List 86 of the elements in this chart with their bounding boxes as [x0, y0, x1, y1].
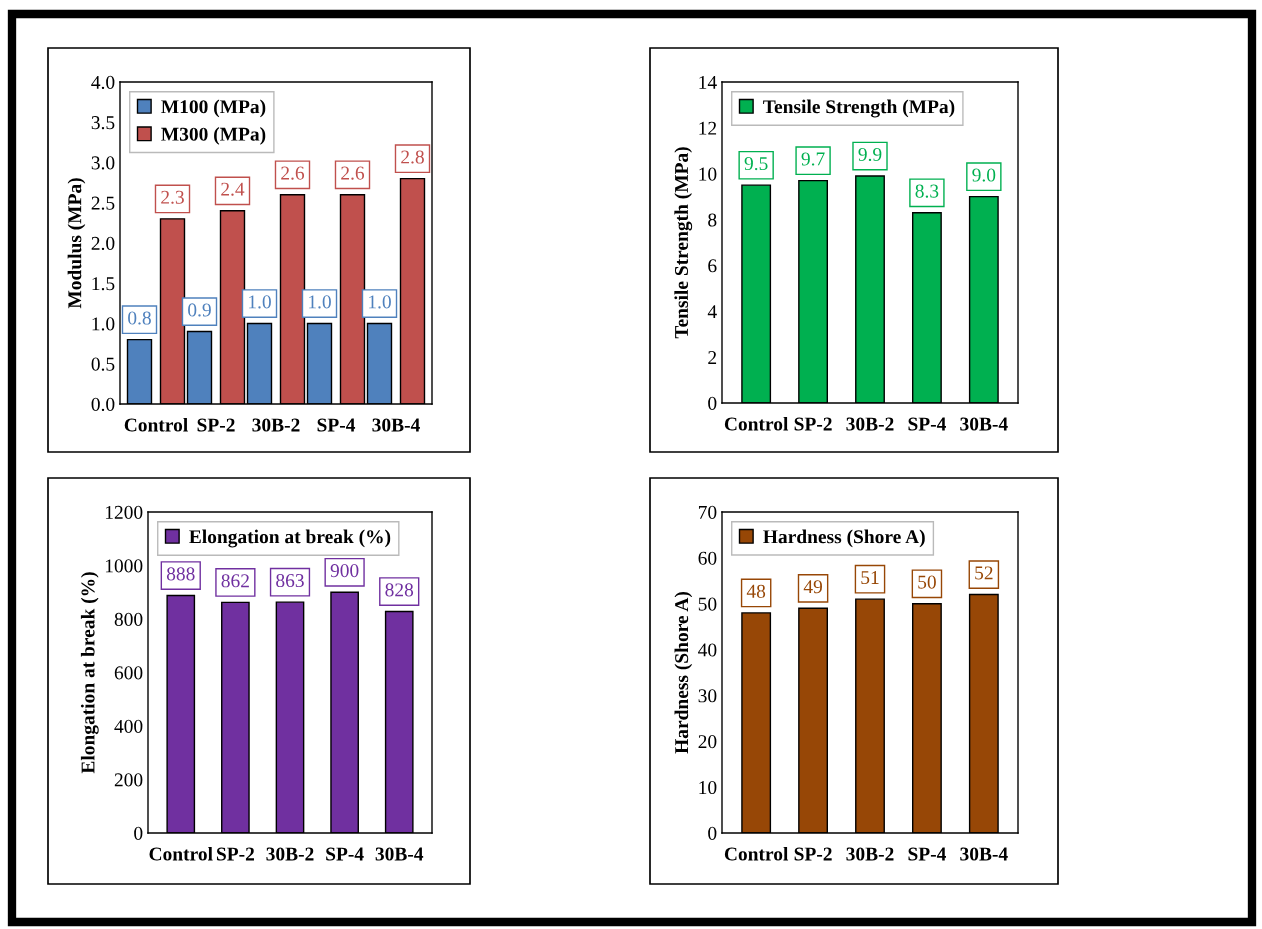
y-tick-label: 0.5 — [91, 357, 115, 371]
x-tick-label: 30B-4 — [960, 847, 1008, 861]
x-tick-label: SP-2 — [216, 847, 254, 861]
y-tick-label: 6 — [708, 259, 717, 273]
legend-label: Tensile Strength (MPa) — [763, 99, 955, 118]
y-tick-label: 40 — [698, 643, 717, 657]
y-tick-label: 1.5 — [92, 277, 115, 291]
data-label: 51 — [861, 571, 879, 585]
data-label: 1.0 — [249, 295, 271, 309]
data-label: 888 — [166, 567, 195, 581]
x-tick-label: SP-4 — [908, 847, 947, 861]
data-label: 48 — [746, 584, 766, 598]
data-label: 49 — [803, 580, 822, 594]
x-tick-label: 30B-2 — [846, 417, 894, 431]
data-label: 1.0 — [309, 295, 331, 309]
data-label: 863 — [276, 573, 304, 588]
y-tick-label: 1200 — [105, 505, 143, 519]
y-tick-label: 600 — [114, 666, 143, 680]
x-tick-label: Control — [149, 846, 213, 861]
data-label: 0.9 — [188, 303, 211, 317]
y-tick-label: 1000 — [105, 559, 143, 573]
x-tick-label: Control — [124, 417, 188, 432]
y-tick-label: 0.0 — [91, 397, 115, 412]
x-tick-label: SP-4 — [908, 417, 947, 431]
y-tick-label: 70 — [698, 505, 717, 519]
y-tick-label: 4 — [707, 305, 717, 319]
data-label: 1.0 — [369, 295, 391, 309]
x-tick-label: SP-2 — [197, 418, 235, 432]
y-tick-label: 12 — [699, 121, 717, 135]
y-tick-label: 3.5 — [91, 116, 115, 130]
x-tick-label: 30B-2 — [266, 847, 314, 861]
y-tick-label: 0 — [708, 396, 717, 410]
y-tick-label: 400 — [114, 719, 143, 733]
legend-label: M100 (MPa) — [161, 99, 266, 118]
data-label: 862 — [221, 574, 249, 588]
data-label: 8.3 — [915, 184, 939, 198]
y-tick-label: 800 — [114, 612, 143, 626]
x-tick-label: 30B-4 — [960, 417, 1008, 431]
data-label: 2.4 — [221, 182, 245, 196]
y-tick-label: 20 — [698, 735, 717, 749]
y-tick-label: 10 — [699, 167, 717, 181]
y-tick-label: 2.5 — [91, 196, 115, 210]
data-label: 2.6 — [281, 166, 305, 180]
x-tick-label: SP-2 — [794, 417, 832, 431]
x-tick-label: Control — [724, 416, 789, 431]
legend-label: M300 (MPa) — [161, 127, 266, 145]
y-axis-title: Hardness (Shore A) — [674, 591, 693, 754]
y-tick-label: 14 — [699, 75, 717, 89]
data-label: 2.3 — [161, 190, 184, 204]
data-label: 52 — [975, 566, 993, 580]
y-axis-title: Modulus (MPa) — [67, 178, 86, 309]
y-tick-label: 60 — [698, 551, 717, 565]
y-tick-label: 10 — [699, 780, 717, 795]
x-tick-label: SP-4 — [317, 418, 356, 432]
data-label: 2.8 — [401, 150, 424, 164]
x-tick-label: SP-2 — [794, 847, 832, 861]
data-label: 50 — [918, 575, 936, 589]
data-label: 900 — [330, 564, 359, 578]
x-tick-label: SP-4 — [326, 847, 364, 861]
x-tick-label: 30B-2 — [846, 847, 894, 861]
y-axis-title: Tensile Strength (MPa) — [674, 147, 693, 339]
data-label: 0.8 — [128, 311, 151, 325]
y-tick-label: 30 — [698, 689, 717, 703]
y-tick-label: 3.0 — [91, 156, 115, 170]
y-tick-label: 2 — [708, 351, 717, 364]
data-label: 828 — [385, 583, 414, 597]
data-label: 9.0 — [972, 168, 996, 182]
x-tick-label: 30B-2 — [252, 418, 300, 432]
data-label: 9.7 — [801, 152, 825, 166]
x-tick-label: Control — [724, 846, 789, 861]
legend-label: Hardness (Shore A) — [763, 529, 925, 548]
y-tick-label: 2.0 — [91, 236, 115, 251]
y-tick-label: 1.0 — [92, 317, 115, 331]
y-tick-label: 200 — [114, 773, 143, 787]
x-tick-label: 30B-4 — [372, 418, 420, 432]
y-tick-label: 0 — [134, 826, 143, 840]
legend-label: Elongation at break (%) — [189, 529, 391, 548]
data-label: 2.6 — [341, 166, 365, 180]
y-tick-label: 8 — [708, 213, 717, 227]
y-tick-label: 4.0 — [91, 75, 115, 90]
y-tick-label: 0 — [708, 826, 717, 840]
y-axis-title: Elongation at break (%) — [80, 572, 99, 774]
data-label: 9.9 — [858, 147, 882, 162]
data-label: 9.5 — [744, 157, 768, 171]
y-tick-label: 50 — [698, 597, 717, 611]
x-tick-label: 30B-4 — [375, 847, 424, 861]
